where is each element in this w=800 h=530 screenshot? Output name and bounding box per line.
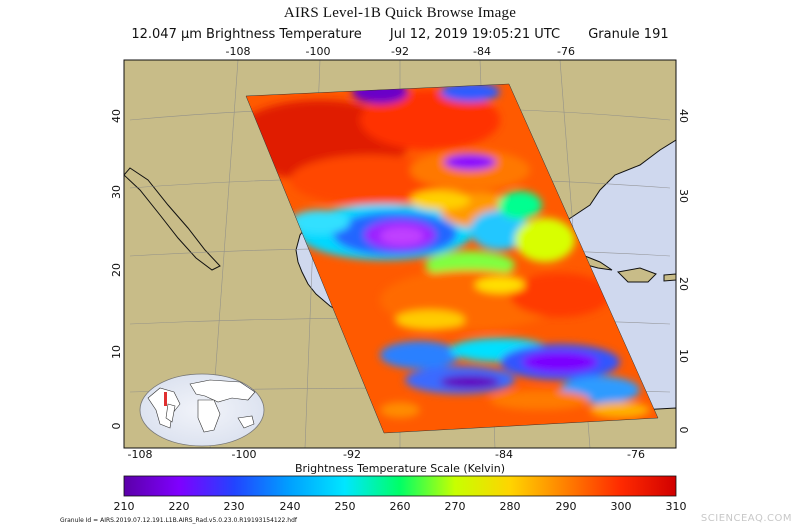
- right-lat-tick: 40: [677, 109, 690, 123]
- satellite-swath: [245, 83, 659, 434]
- scale-tick: 310: [666, 500, 687, 513]
- top-lon-tick: -84: [473, 45, 491, 58]
- right-lat-tick: 20: [677, 277, 690, 291]
- granule-id-footer: Granule Id = AIRS.2019.07.12.191.L1B.AIR…: [60, 517, 297, 524]
- scale-ticks: 210 220 230 240 250 260 270 280 290 300 …: [114, 500, 687, 513]
- left-lat-tick: 30: [110, 185, 123, 199]
- image-subtitle: 12.047 μm Brightness Temperature Jul 12,…: [0, 27, 800, 42]
- top-lon-tick: -100: [306, 45, 331, 58]
- scale-title: Brightness Temperature Scale (Kelvin): [295, 462, 505, 475]
- left-lat-tick: 10: [110, 345, 123, 359]
- datetime-label: Jul 12, 2019 19:05:21 UTC: [389, 27, 561, 42]
- image-title: AIRS Level-1B Quick Browse Image: [283, 5, 517, 21]
- bottom-lon-tick: -108: [128, 448, 153, 461]
- hispaniola-island: [616, 267, 657, 283]
- scale-tick: 240: [280, 500, 301, 513]
- scale-tick: 290: [556, 500, 577, 513]
- scale-tick: 220: [169, 500, 190, 513]
- swath-texture: [246, 84, 650, 418]
- left-lat-tick: 20: [110, 263, 123, 277]
- map-area: [124, 60, 676, 448]
- scale-tick: 210: [114, 500, 135, 513]
- left-lat-tick: 0: [110, 423, 123, 430]
- left-lat-tick: 40: [110, 109, 123, 123]
- inset-globe: [139, 373, 265, 447]
- top-lon-ticks: -108 -100 -92 -84 -76: [226, 45, 575, 58]
- right-lat-tick: 10: [677, 349, 690, 363]
- scale-tick: 260: [390, 500, 411, 513]
- right-lat-ticks: 40 30 20 10 0: [677, 109, 690, 434]
- scale-tick: 280: [500, 500, 521, 513]
- scale-tick: 250: [335, 500, 356, 513]
- channel-label: 12.047 μm Brightness Temperature: [131, 27, 362, 42]
- map-frame: [123, 59, 677, 449]
- top-lon-tick: -108: [226, 45, 251, 58]
- bottom-lon-tick: -100: [232, 448, 257, 461]
- right-lat-tick: 0: [677, 427, 690, 434]
- scale-tick: 270: [445, 500, 466, 513]
- right-lat-tick: 30: [677, 189, 690, 203]
- scale-tick: 230: [224, 500, 245, 513]
- baja-peninsula: [124, 167, 221, 271]
- puerto-rico-island: [663, 273, 676, 282]
- bottom-lon-tick: -76: [627, 448, 645, 461]
- color-scale-bar: [123, 475, 677, 497]
- top-lon-tick: -76: [557, 45, 575, 58]
- bottom-lon-ticks: -108 -100 -92 -84 -76: [128, 448, 645, 461]
- scale-tick: 300: [611, 500, 632, 513]
- bottom-lon-tick: -92: [343, 448, 361, 461]
- granule-label: Granule 191: [588, 27, 669, 42]
- top-lon-tick: -92: [391, 45, 409, 58]
- left-lat-ticks: 40 30 20 10 0: [110, 109, 123, 430]
- bottom-lon-tick: -84: [495, 448, 513, 461]
- watermark: SCIENCEAQ.COM: [700, 513, 792, 524]
